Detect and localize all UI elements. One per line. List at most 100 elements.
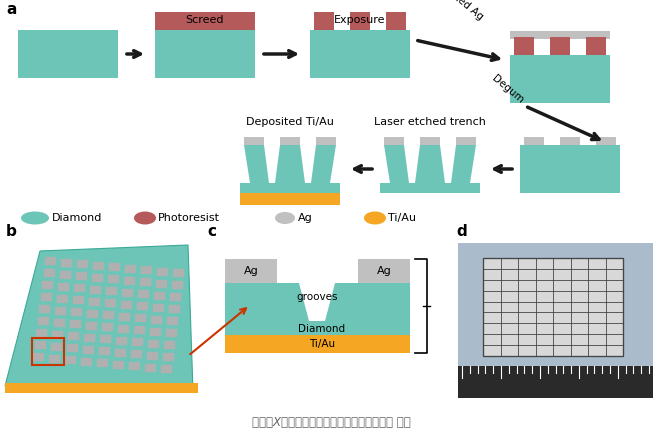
Polygon shape — [118, 311, 130, 320]
Polygon shape — [121, 288, 133, 297]
Text: Laser etched trench: Laser etched trench — [374, 117, 486, 127]
Polygon shape — [380, 145, 390, 183]
Polygon shape — [105, 286, 117, 295]
Bar — [550, 37, 570, 55]
Polygon shape — [52, 317, 64, 326]
Polygon shape — [152, 303, 164, 311]
Text: Exposure: Exposure — [334, 15, 386, 25]
Polygon shape — [34, 340, 46, 349]
Polygon shape — [131, 337, 143, 346]
Polygon shape — [119, 300, 131, 308]
Bar — [483, 258, 623, 356]
Polygon shape — [240, 145, 250, 183]
Polygon shape — [42, 268, 54, 277]
Bar — [458, 243, 653, 398]
Bar — [225, 335, 410, 353]
Polygon shape — [36, 316, 48, 325]
Polygon shape — [67, 331, 79, 340]
Bar — [596, 137, 616, 145]
Polygon shape — [169, 292, 181, 301]
Polygon shape — [154, 278, 166, 288]
Bar — [18, 30, 118, 78]
Polygon shape — [32, 352, 44, 361]
Polygon shape — [103, 298, 115, 307]
Polygon shape — [54, 306, 66, 314]
Polygon shape — [89, 284, 101, 294]
Bar — [32, 338, 64, 365]
Polygon shape — [58, 269, 70, 278]
Polygon shape — [170, 280, 182, 289]
Polygon shape — [124, 264, 136, 272]
Polygon shape — [66, 343, 78, 352]
Bar — [458, 366, 653, 398]
Text: Deposited Ti/Au: Deposited Ti/Au — [246, 117, 334, 127]
Bar — [155, 12, 255, 30]
Polygon shape — [41, 280, 53, 289]
Polygon shape — [72, 295, 84, 304]
Bar — [5, 383, 198, 393]
Bar — [420, 137, 440, 145]
Text: Ag: Ag — [377, 266, 391, 276]
Polygon shape — [113, 348, 125, 356]
Polygon shape — [108, 262, 120, 271]
Text: Ag: Ag — [298, 213, 313, 223]
Polygon shape — [137, 289, 149, 298]
Polygon shape — [50, 342, 62, 350]
Polygon shape — [92, 261, 104, 269]
Polygon shape — [115, 336, 127, 345]
Polygon shape — [166, 316, 178, 325]
Bar — [280, 137, 300, 145]
Polygon shape — [134, 313, 146, 322]
Text: Ti/Au: Ti/Au — [388, 213, 416, 223]
Polygon shape — [60, 258, 72, 266]
Polygon shape — [35, 328, 47, 337]
Polygon shape — [57, 281, 69, 291]
Polygon shape — [112, 359, 124, 368]
Bar — [240, 145, 340, 193]
Polygon shape — [51, 330, 63, 339]
Polygon shape — [101, 322, 113, 331]
Polygon shape — [38, 304, 50, 313]
Text: grooves: grooves — [296, 292, 337, 302]
Bar — [520, 145, 620, 193]
Polygon shape — [117, 323, 129, 333]
Polygon shape — [74, 271, 86, 280]
Ellipse shape — [134, 211, 156, 224]
Polygon shape — [86, 308, 98, 317]
Polygon shape — [5, 245, 193, 391]
Polygon shape — [440, 145, 456, 183]
Text: b: b — [6, 224, 17, 239]
Polygon shape — [160, 364, 172, 373]
Text: a: a — [6, 2, 17, 17]
Polygon shape — [330, 145, 340, 183]
Text: Diamond: Diamond — [298, 324, 345, 334]
Bar — [225, 283, 410, 335]
Text: Diamond: Diamond — [52, 213, 102, 223]
Bar — [456, 137, 476, 145]
Polygon shape — [128, 361, 140, 370]
Text: c: c — [207, 224, 216, 239]
Polygon shape — [44, 256, 56, 265]
Polygon shape — [162, 352, 174, 361]
Polygon shape — [107, 274, 119, 283]
Polygon shape — [163, 340, 175, 349]
Bar — [316, 137, 336, 145]
Polygon shape — [68, 319, 80, 328]
Polygon shape — [470, 145, 480, 183]
Polygon shape — [164, 328, 176, 337]
Polygon shape — [135, 301, 147, 310]
Polygon shape — [144, 362, 156, 372]
Polygon shape — [76, 259, 88, 268]
Polygon shape — [48, 353, 60, 362]
Bar — [510, 55, 610, 103]
Ellipse shape — [21, 211, 49, 224]
Bar — [350, 12, 370, 30]
Text: Screed: Screed — [186, 15, 224, 25]
Text: d: d — [456, 224, 467, 239]
Text: Ti/Au: Ti/Au — [309, 339, 335, 349]
Bar — [314, 12, 334, 30]
Polygon shape — [40, 292, 52, 301]
Bar — [560, 137, 580, 145]
Polygon shape — [64, 355, 76, 364]
Polygon shape — [172, 268, 184, 277]
